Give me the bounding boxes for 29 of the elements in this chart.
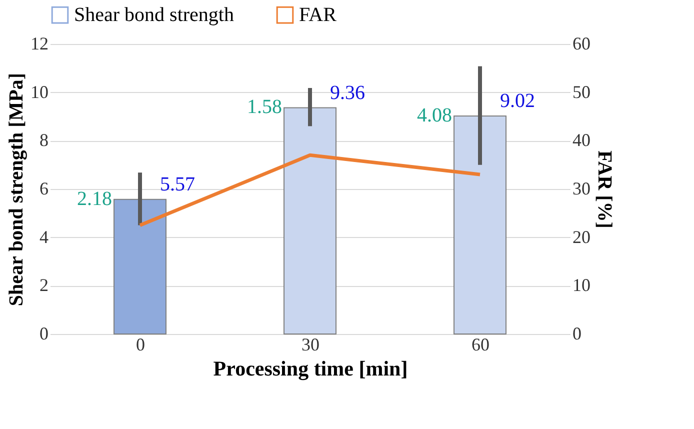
y-tick-label: 10 <box>30 82 48 102</box>
y2-axis-title: FAR [%] <box>594 150 616 228</box>
x-tick-label: 30 <box>302 334 320 354</box>
bar <box>454 116 506 334</box>
y-tick-label: 2 <box>40 275 48 296</box>
data-label: 9.02 <box>500 90 535 112</box>
bar <box>284 107 336 334</box>
bar <box>114 198 166 334</box>
x-axis-title: Processing time [min] <box>213 356 408 380</box>
y2-tick-label: 50 <box>572 82 590 102</box>
y-axis-title: Shear bond strength [MPa] <box>6 72 28 306</box>
y-tick-label: 6 <box>40 178 48 198</box>
data-label: 9.36 <box>330 82 365 104</box>
data-label: 5.57 <box>160 173 195 196</box>
y-tick-label: 8 <box>40 130 48 150</box>
legend-label: Shear bond strength <box>74 4 234 26</box>
y-tick-label: 4 <box>40 226 48 247</box>
y2-tick-label: 20 <box>572 226 590 247</box>
y2-tick-label: 40 <box>572 130 590 150</box>
annotation: 2.18 <box>77 188 112 210</box>
y2-tick-label: 30 <box>572 178 590 198</box>
y2-tick-label: 10 <box>572 275 590 296</box>
x-tick-label: 60 <box>472 334 490 354</box>
legend-label: FAR <box>299 4 338 26</box>
x-tick-label: 0 <box>136 334 145 354</box>
y2-tick-label: 60 <box>572 34 590 54</box>
annotation: 4.08 <box>417 104 452 127</box>
y-tick-label: 12 <box>30 34 48 54</box>
annotation: 1.58 <box>247 96 282 118</box>
